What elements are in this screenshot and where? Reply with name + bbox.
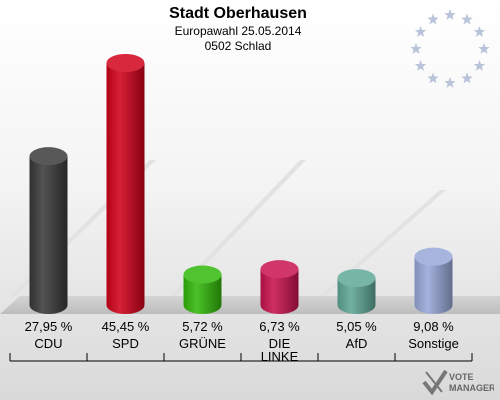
logo-line-1: VOTE: [449, 372, 474, 382]
eu-star: [427, 13, 439, 25]
district-label: 0502 Schlad: [204, 39, 272, 53]
eu-star: [414, 60, 427, 71]
bars-group: [29, 54, 453, 314]
eu-star: [461, 13, 473, 25]
eu-star: [414, 26, 427, 37]
eu-star: [444, 77, 456, 88]
eu-star: [444, 9, 456, 20]
category-label: CDU: [34, 336, 62, 351]
eu-star: [473, 60, 486, 71]
bar-afd: [337, 269, 376, 314]
category-label: SPD: [112, 336, 139, 351]
category-label: Sonstige: [408, 336, 459, 351]
eu-stars-icon: [410, 9, 490, 88]
bar-grüne: [183, 265, 222, 314]
bar-cdu: [29, 147, 68, 314]
category-label: DIE LINKE: [261, 336, 299, 364]
value-label: 9,08 %: [413, 319, 454, 334]
value-label: 6,73 %: [259, 319, 300, 334]
eu-star: [473, 26, 486, 37]
category-label: AfD: [346, 336, 368, 351]
category-label: GRÜNE: [179, 336, 226, 351]
value-label: 45,45 %: [102, 319, 150, 334]
bar-sonstige: [414, 247, 453, 314]
value-labels: 27,95 % 45,45 % 5,72 % 6,73 % 5,05 % 9,08 %: [25, 319, 455, 334]
checkmark-icon: [422, 369, 448, 396]
eu-star: [427, 72, 439, 84]
bar-die-linke: [260, 260, 299, 314]
background-diagonals: [10, 160, 446, 296]
eu-star: [410, 43, 422, 54]
vote-manager-logo: VOTE MANAGER: [422, 369, 494, 396]
eu-star: [461, 72, 473, 84]
chart-title-block: Stadt Oberhausen Europawahl 25.05.2014 0…: [0, 4, 476, 54]
eu-star: [478, 43, 490, 54]
value-label: 5,72 %: [182, 319, 223, 334]
category-labels: CDU SPD GRÜNE DIE LINKE AfD Sonstige: [34, 336, 458, 364]
background-stripe: [170, 160, 306, 296]
chart-subtitle: Europawahl 25.05.2014: [174, 24, 302, 38]
value-label: 27,95 %: [25, 319, 73, 334]
chart-title: Stadt Oberhausen: [169, 5, 307, 22]
value-label: 5,05 %: [336, 319, 377, 334]
bar-spd: [106, 54, 145, 314]
category-axis: [9, 353, 473, 362]
logo-line-2: MANAGER: [449, 383, 494, 393]
